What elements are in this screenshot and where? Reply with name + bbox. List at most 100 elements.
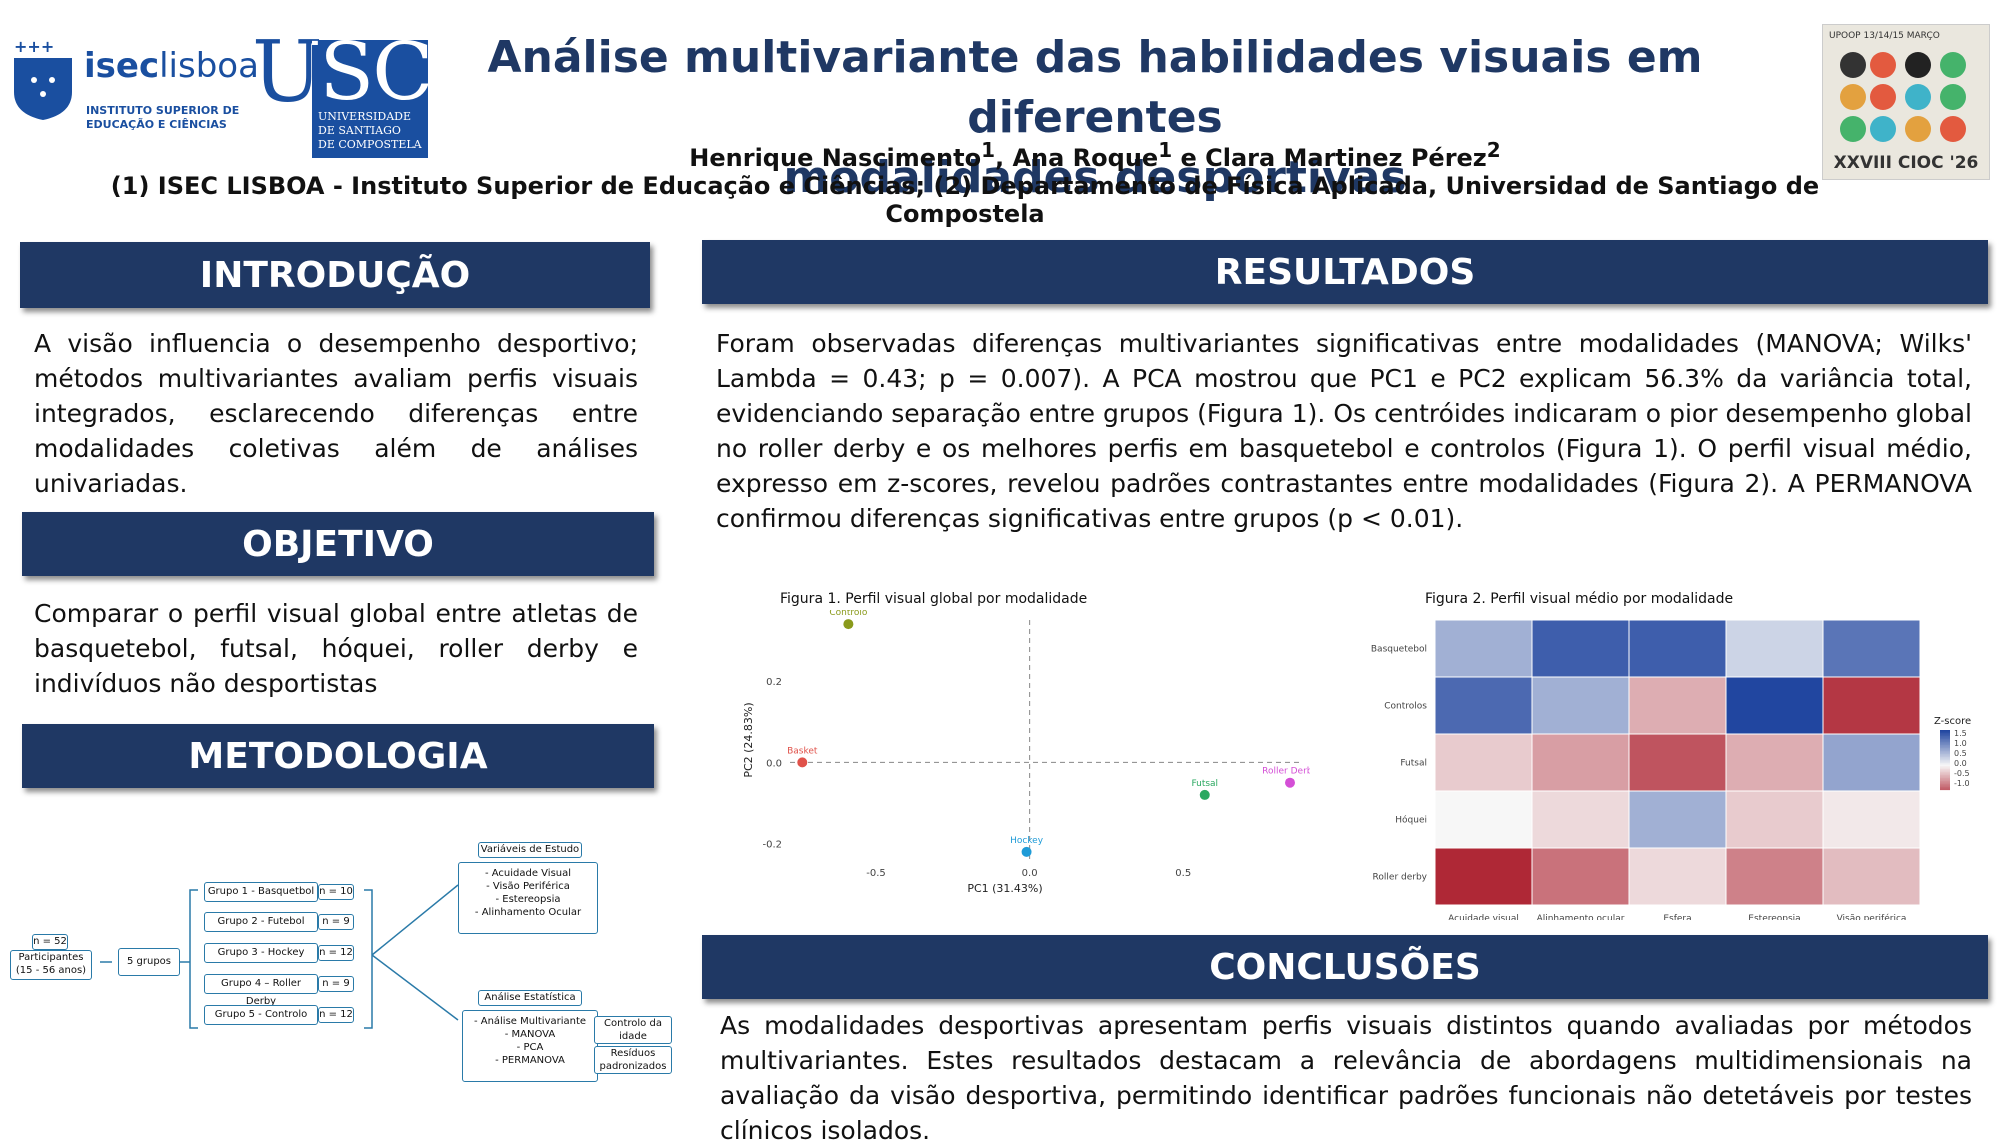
fig2-legend-swatch xyxy=(1940,778,1950,780)
fig2-legend-swatch xyxy=(1940,731,1950,734)
fig2-cell xyxy=(1725,847,1824,906)
fig2-legend-swatch xyxy=(1940,761,1950,764)
fig1-point xyxy=(1285,777,1295,788)
fig2-legend-swatch xyxy=(1940,733,1950,735)
fig2-legend-tick: 0.0 xyxy=(1954,759,1967,768)
conclusoes-text: As modalidades desportivas apresentam pe… xyxy=(720,1011,1972,1145)
metodologia-heading: METODOLOGIA xyxy=(22,724,654,788)
fig2-legend-tick: 1.5 xyxy=(1954,729,1967,738)
fig2-legend-swatch xyxy=(1940,781,1950,783)
fig2-legend-swatch xyxy=(1940,776,1950,779)
fig1-ytick: -0.2 xyxy=(762,840,782,851)
fig2-row-label: Futsal xyxy=(1400,759,1427,769)
fig2-col-label: Visão periférica xyxy=(1837,913,1907,920)
flow-group-2: Grupo 2 - Futebol xyxy=(204,912,318,932)
fig2-legend-swatch xyxy=(1940,773,1950,776)
fig2-legend-swatch xyxy=(1940,740,1950,743)
fig1-xtick: 0.5 xyxy=(1175,868,1191,879)
fig2-legend-tick: 0.5 xyxy=(1954,749,1967,758)
fig2-cell xyxy=(1628,733,1727,792)
flow-vars-title: Variáveis de Estudo xyxy=(478,842,582,858)
fig1-point-label: Hockey xyxy=(1010,836,1044,846)
flow-participants: Participantes (15 - 56 anos) xyxy=(10,950,92,980)
fig2-cell xyxy=(1434,847,1533,906)
fig2-col-label: Acuidade visual xyxy=(1448,914,1519,920)
fig1-point xyxy=(1021,846,1032,857)
fig1-point-label: Futsal xyxy=(1191,779,1218,789)
fig2-col-label: Esfera xyxy=(1663,914,1691,920)
fig2-col-label: Estereopsia xyxy=(1748,914,1800,920)
resultados-text: Foram observadas diferenças multivariant… xyxy=(716,329,1972,533)
flow-group-n: n = 9 xyxy=(318,976,354,992)
fig2-cell xyxy=(1725,733,1824,792)
flow-n-total: n = 52 xyxy=(32,934,68,950)
fig2-cell xyxy=(1531,619,1630,678)
fig2-legend-swatch xyxy=(1940,788,1950,791)
fig2-legend-swatch xyxy=(1940,775,1950,777)
authors: Henrique Nascimento1, Ana Roque1 e Clara… xyxy=(689,138,1501,172)
fig2-legend-swatch xyxy=(1940,766,1950,768)
fig2-legend-swatch xyxy=(1940,737,1950,740)
fig1-xtick: 0.0 xyxy=(1022,868,1038,879)
fig2-cell xyxy=(1628,619,1727,678)
fig2-cell xyxy=(1628,790,1727,849)
objetivo-heading: OBJETIVO xyxy=(22,512,654,576)
figure2-title: Figura 2. Perfil visual médio por modali… xyxy=(1425,591,1734,607)
usc-logo xyxy=(312,40,428,158)
fig2-cell xyxy=(1628,676,1727,735)
fig1-point-label: Controlo xyxy=(829,610,868,618)
fig2-legend-swatch xyxy=(1940,770,1950,773)
flow-group-n: n = 10 xyxy=(318,884,354,900)
fig2-cell xyxy=(1725,676,1824,735)
fig2-legend-swatch xyxy=(1940,782,1950,785)
fig2-cell xyxy=(1822,847,1921,906)
fig2-cell xyxy=(1822,733,1921,792)
fig2-legend-swatch xyxy=(1940,745,1950,747)
fig2-row-label: Hóquei xyxy=(1395,815,1427,826)
cioc-logo-circles xyxy=(1840,52,1966,142)
fig2-row-label: Basquetebol xyxy=(1371,645,1427,655)
fig1-point-label: Basket xyxy=(787,746,818,756)
fig2-legend-swatch xyxy=(1940,787,1950,789)
flow-group-3: Grupo 3 - Hockey xyxy=(204,943,318,963)
fig2-legend-title: Z-score xyxy=(1934,716,1971,727)
fig2-legend-swatch xyxy=(1940,742,1950,744)
flow-control-age: Controlo da idade xyxy=(594,1016,672,1044)
conclusoes-heading: CONCLUSÕES xyxy=(702,935,1988,999)
figure1-pca-scatter: -0.5 0.0 0.5 0.2 0.0 -0.2 PC1 (31.43%) PC2 (24.… xyxy=(742,610,1310,895)
fig2-legend-swatch xyxy=(1940,757,1950,759)
fig1-point-label: Roller Derby xyxy=(1262,767,1310,777)
fig2-legend-tick: -1.0 xyxy=(1954,779,1970,788)
objetivo-text: Comparar o perfil visual global entre at… xyxy=(34,599,638,698)
isec-shield-logo: +++ xyxy=(14,40,72,120)
fig2-cell xyxy=(1531,676,1630,735)
usc-logo-letter-u: U xyxy=(252,23,323,121)
fig2-legend-swatch xyxy=(1940,746,1950,749)
cioc-name: XXVIII CIOC '26 xyxy=(1833,153,1979,173)
fig2-legend-swatch xyxy=(1940,772,1950,774)
flow-group-label: Grupo 3 - Hockey xyxy=(217,947,305,958)
flowchart-connectors xyxy=(100,884,459,1029)
figure2-heatmap: Basquetebol Controlos Futsal Hóquei Roller d… xyxy=(1371,619,1971,920)
usc-logo-letters: USC xyxy=(254,25,432,118)
flow-group-label: Grupo 1 - Basquetbol xyxy=(207,886,315,897)
usc-logo-subtitle: UNIVERSIDADE DE SANTIAGO DE COMPOSTELA xyxy=(318,110,422,151)
fig2-legend-swatch xyxy=(1940,758,1950,761)
figure1-title: Figura 1. Perfil visual global por modal… xyxy=(780,591,1088,607)
fig2-row-label: Controlos xyxy=(1384,702,1427,712)
fig2-legend-swatch xyxy=(1940,736,1950,738)
fig2-cell xyxy=(1725,790,1824,849)
flow-stats-list: - Análise Multivariante - MANOVA - PCA - PE… xyxy=(462,1010,598,1082)
flow-group-n: n = 12 xyxy=(318,945,354,961)
fig1-point xyxy=(843,619,854,630)
fig2-legend-swatch xyxy=(1940,784,1950,786)
resultados-heading: RESULTADOS xyxy=(702,240,1988,304)
fig2-legend-tick: 1.0 xyxy=(1954,739,1967,748)
isec-logo-subtitle: INSTITUTO SUPERIOR DE EDUCAÇÃO E CIÊNCIAS xyxy=(86,104,240,131)
fig2-cell xyxy=(1628,847,1727,906)
introducao-heading: INTRODUÇÃO xyxy=(20,242,650,308)
fig2-cell xyxy=(1434,676,1533,735)
flow-stats-title: Análise Estatística xyxy=(478,990,582,1006)
introducao-text: A visão influencia o desempenho desporti… xyxy=(34,329,638,498)
flow-group-label: Grupo 5 - Controlo xyxy=(214,1009,308,1020)
